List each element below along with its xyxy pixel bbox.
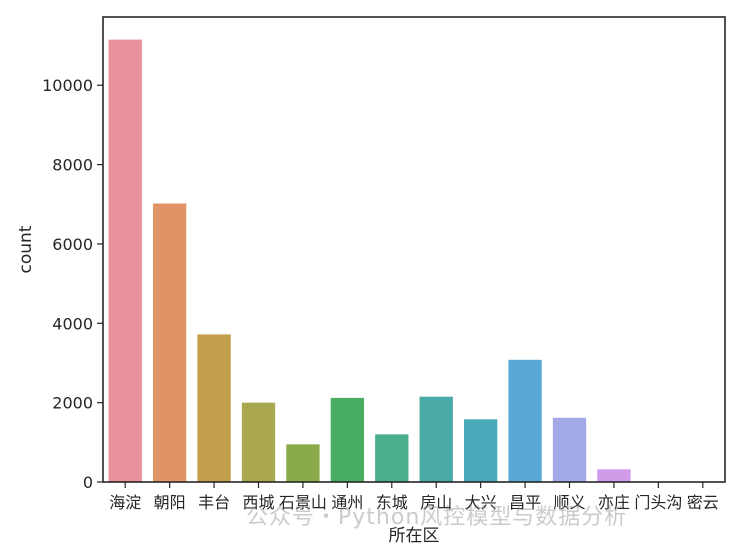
- bar-8: [419, 396, 453, 482]
- x-tick-label-13: 密云: [687, 493, 719, 512]
- y-tick-label-2: 4000: [52, 314, 93, 333]
- x-tick-label-2: 丰台: [198, 493, 230, 512]
- x-tick-label-1: 朝阳: [154, 493, 186, 512]
- x-tick-label-3: 西城: [242, 493, 274, 512]
- y-axis-label: count: [16, 225, 36, 273]
- x-axis-label: 所在区: [389, 526, 440, 546]
- bar-10: [508, 359, 542, 482]
- x-tick-label-4: 石景山: [279, 493, 327, 512]
- x-axis-ticks: 海淀 朝阳 丰台 西城 石景山 通州 东城 房山 大兴 昌平 顺义 亦庄 门头沟 密云: [109, 482, 719, 512]
- bar-9: [463, 419, 498, 482]
- plot-frame: [102, 16, 726, 483]
- x-tick-label-6: 东城: [376, 493, 408, 512]
- y-tick-label-3: 6000: [52, 235, 93, 254]
- bars-group: [108, 39, 720, 483]
- x-tick-label-0: 海淀: [109, 493, 141, 512]
- x-tick-label-9: 昌平: [509, 493, 541, 512]
- bar-5: [286, 444, 320, 482]
- bar-7: [375, 434, 409, 482]
- y-axis-ticks: 0 2000 4000 6000 8000 10000: [42, 76, 103, 492]
- bar-3: [197, 334, 231, 482]
- bar-12: [597, 469, 631, 482]
- x-tick-label-11: 亦庄: [598, 493, 630, 512]
- x-tick-label-7: 房山: [420, 493, 452, 512]
- bar-4: [241, 402, 276, 482]
- x-tick-label-12: 门头沟: [634, 493, 682, 512]
- y-tick-label-0: 0: [83, 473, 93, 492]
- y-tick-label-1: 2000: [52, 394, 93, 413]
- y-tick-label-5: 10000: [42, 76, 93, 95]
- bar-1: [108, 39, 142, 483]
- x-tick-label-10: 顺义: [553, 493, 585, 512]
- watermark-text: 公众号・Python风控模型与数据分析: [246, 505, 628, 530]
- bar-2: [152, 203, 187, 482]
- x-tick-label-8: 大兴: [465, 493, 497, 512]
- x-tick-label-5: 通州: [331, 493, 363, 512]
- y-tick-label-4: 8000: [52, 156, 93, 175]
- bar-6: [330, 397, 365, 482]
- bar-11: [552, 417, 587, 482]
